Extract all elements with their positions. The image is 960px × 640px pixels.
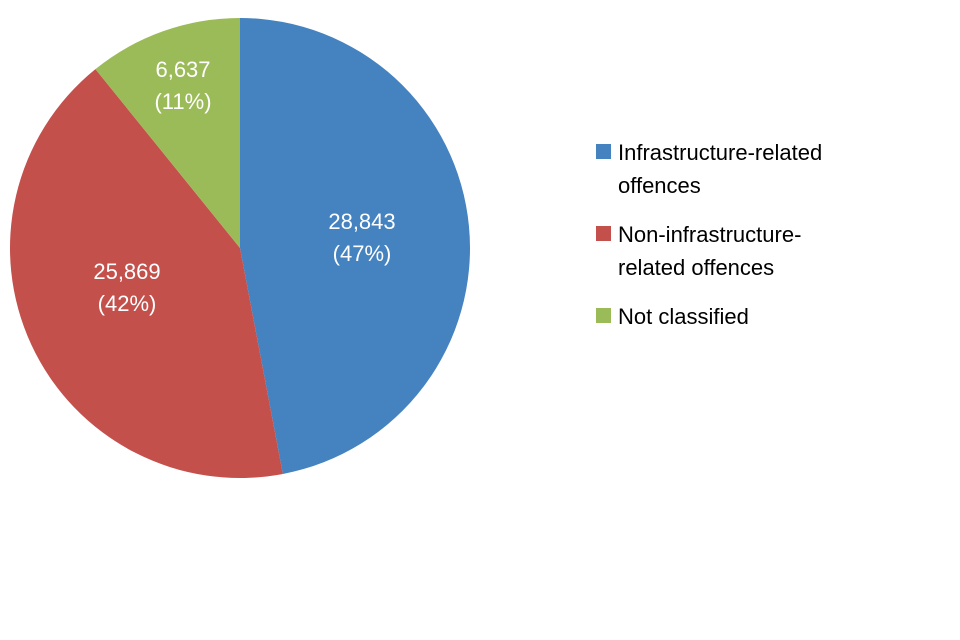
legend-label: Infrastructure-related [618, 140, 822, 165]
value-label: 6,637 [155, 57, 210, 82]
pie-slice [10, 69, 283, 479]
legend: Infrastructure-related offences Non-infras… [596, 140, 822, 329]
legend-label: Non-infrastructure- [618, 222, 801, 247]
percent-label: (47%) [333, 241, 392, 266]
pie-slice [240, 18, 470, 474]
value-label: 25,869 [93, 259, 160, 284]
value-label: 28,843 [328, 209, 395, 234]
pie-slices [10, 18, 470, 479]
data-labels: 28,843 (47%) 25,869 (42%) 6,637 (11%) [93, 57, 395, 316]
percent-label: (11%) [154, 89, 211, 114]
percent-label: (42%) [98, 291, 157, 316]
pie-slice [95, 18, 240, 248]
legend-label: Not classified [618, 304, 749, 329]
legend-label: related offences [618, 255, 774, 280]
legend-swatch [596, 308, 611, 323]
legend-swatch [596, 144, 611, 159]
legend-label: offences [618, 173, 701, 198]
legend-swatch [596, 226, 611, 241]
